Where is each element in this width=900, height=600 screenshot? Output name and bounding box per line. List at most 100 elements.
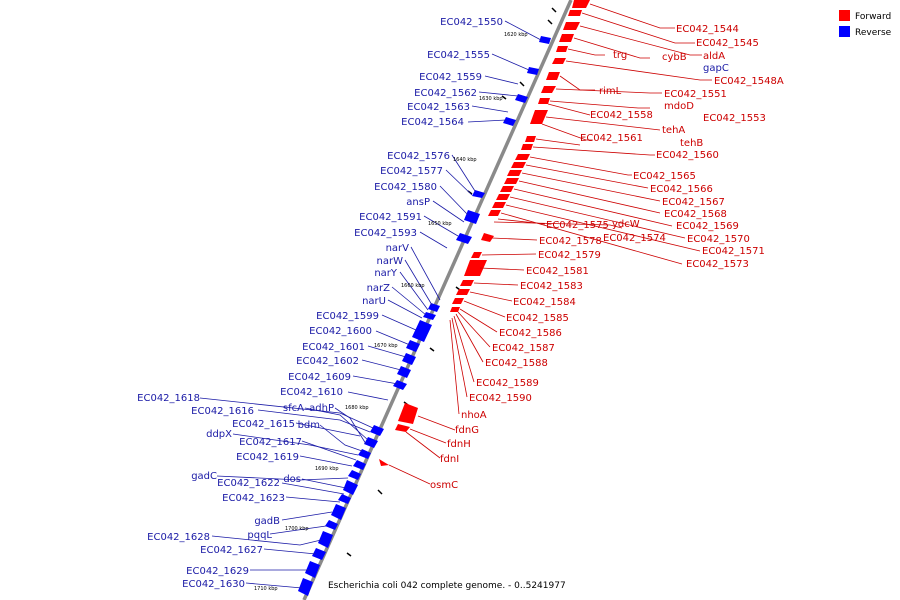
feature-EC042_1568[interactable] xyxy=(504,178,519,184)
gene-label-reverse[interactable]: EC042_1617 xyxy=(239,437,302,448)
feature-fdnG[interactable] xyxy=(395,424,410,432)
feature-EC042_1550[interactable] xyxy=(539,36,551,44)
feature-EC042_1560[interactable] xyxy=(521,144,533,150)
gene-label-reverse[interactable]: EC042_1619 xyxy=(236,452,299,463)
feature-narZ[interactable] xyxy=(423,312,436,320)
gene-label-forward[interactable]: EC042_1590 xyxy=(469,393,532,404)
gene-label-forward[interactable]: EC042_1586 xyxy=(499,328,562,339)
gene-label-reverse[interactable]: EC042_1564 xyxy=(401,117,464,128)
gene-label-forward[interactable]: ydcW xyxy=(612,219,640,230)
feature-EC042_1578[interactable] xyxy=(481,233,494,242)
feature-EC042_1585[interactable] xyxy=(452,298,464,304)
feature-EC042_1615[interactable] xyxy=(370,425,384,436)
gene-label-forward[interactable]: EC042_1561 xyxy=(580,133,643,144)
gene-label-forward[interactable]: EC042_1589 xyxy=(476,378,539,389)
feature-EC042_1579[interactable] xyxy=(471,252,482,258)
gene-label-forward[interactable]: EC042_1566 xyxy=(650,184,713,195)
gene-label-forward[interactable]: EC042_1548A xyxy=(714,76,784,87)
feature-cybB[interactable] xyxy=(559,34,574,42)
feature-EC042_1581[interactable] xyxy=(464,260,487,276)
feature-EC042_1561[interactable] xyxy=(525,136,536,142)
gene-label-reverse[interactable]: EC042_1562 xyxy=(414,88,477,99)
gene-label-forward[interactable]: EC042_1584 xyxy=(513,297,576,308)
gene-label-forward[interactable]: nhoA xyxy=(461,410,487,421)
gene-label-forward[interactable]: EC042_1545 xyxy=(696,38,759,49)
gene-label-forward[interactable]: tehA xyxy=(662,125,685,136)
gene-label-reverse[interactable]: EC042_1628 xyxy=(147,532,210,543)
gene-label-reverse[interactable]: EC042_1593 xyxy=(354,228,417,239)
gene-label-reverse[interactable]: gapC xyxy=(703,63,729,74)
gene-label-reverse[interactable]: EC042_1577 xyxy=(380,166,443,177)
gene-label-reverse[interactable]: EC042_1610 xyxy=(280,387,343,398)
feature-EC042_1545[interactable] xyxy=(568,10,582,16)
gene-label-forward[interactable]: fdnH xyxy=(447,439,471,450)
gene-label-reverse[interactable]: EC042_1601 xyxy=(302,342,365,353)
gene-label-forward[interactable]: EC042_1581 xyxy=(526,266,589,277)
feature-trg[interactable] xyxy=(556,46,568,52)
gene-label-forward[interactable]: fdnG xyxy=(455,425,479,436)
feature-EC042_1551[interactable] xyxy=(546,72,560,80)
gene-label-reverse[interactable]: EC042_1622 xyxy=(217,478,280,489)
feature-pqqL[interactable] xyxy=(325,520,338,530)
feature-osmC[interactable] xyxy=(379,459,389,466)
gene-label-forward[interactable]: EC042_1573 xyxy=(686,259,749,270)
gene-label-reverse[interactable]: EC042_1599 xyxy=(316,311,379,322)
feature-EC042_1602[interactable] xyxy=(397,366,411,378)
feature-EC042_1553[interactable] xyxy=(538,98,550,104)
feature-EC042_1569[interactable] xyxy=(500,186,514,192)
feature-EC042_1627[interactable] xyxy=(312,548,326,560)
feature-EC042_1622[interactable] xyxy=(343,480,358,495)
gene-label-forward[interactable]: tehB xyxy=(680,138,703,149)
gene-label-forward[interactable]: EC042_1587 xyxy=(492,343,555,354)
feature-narW[interactable] xyxy=(428,303,440,312)
gene-label-reverse[interactable]: EC042_1576 xyxy=(387,151,450,162)
gene-label-forward[interactable]: EC042_1585 xyxy=(506,313,569,324)
gene-label-reverse[interactable]: gadC xyxy=(191,471,217,482)
gene-label-reverse[interactable]: EC042_1623 xyxy=(222,493,285,504)
gene-label-forward[interactable]: fdnI xyxy=(440,454,459,465)
feature-gadB[interactable] xyxy=(331,504,346,520)
feature-aldA[interactable] xyxy=(563,22,580,30)
gene-label-forward[interactable]: trg xyxy=(613,50,627,61)
gene-label-reverse[interactable]: EC042_1630 xyxy=(182,579,245,590)
feature-EC042_1586[interactable] xyxy=(450,307,460,312)
gene-label-forward[interactable]: EC042_1574 xyxy=(603,233,666,244)
gene-label-forward[interactable]: EC042_1544 xyxy=(676,24,739,35)
gene-label-reverse[interactable]: EC042_1600 xyxy=(309,326,372,337)
feature-gadC[interactable] xyxy=(353,460,366,470)
feature-EC042_1575[interactable] xyxy=(488,210,501,216)
feature-mdoD[interactable] xyxy=(541,86,556,93)
feature-dos[interactable] xyxy=(348,470,361,480)
gene-label-forward[interactable]: osmC xyxy=(430,480,458,491)
gene-label-reverse[interactable]: narV xyxy=(386,243,410,254)
feature-EC042_1609[interactable] xyxy=(393,380,407,390)
gene-label-forward[interactable]: EC042_1583 xyxy=(520,281,583,292)
feature-EC042_1558[interactable] xyxy=(530,110,548,124)
gene-label-reverse[interactable]: narU xyxy=(362,296,386,307)
feature-EC042_1583[interactable] xyxy=(460,280,474,286)
feature-EC042_1571[interactable] xyxy=(492,202,506,208)
gene-label-forward[interactable]: EC042_1567 xyxy=(662,197,725,208)
gene-label-reverse[interactable]: bdm xyxy=(298,420,320,431)
gene-label-forward[interactable]: EC042_1558 xyxy=(590,110,653,121)
feature-EC042_1566[interactable] xyxy=(511,162,526,168)
gene-label-forward[interactable]: EC042_1579 xyxy=(538,250,601,261)
feature-EC042_1599[interactable] xyxy=(412,320,432,342)
gene-label-forward[interactable]: aldA xyxy=(703,51,725,62)
gene-label-reverse[interactable]: gadB xyxy=(254,516,280,527)
feature-EC042_1601[interactable] xyxy=(402,353,416,365)
gene-label-forward[interactable]: EC042_1571 xyxy=(702,246,765,257)
gene-label-reverse[interactable]: EC042_1618 xyxy=(137,393,200,404)
gene-label-reverse[interactable]: EC042_1591 xyxy=(359,212,422,223)
feature-EC042_1577[interactable] xyxy=(472,190,485,198)
gene-label-forward[interactable]: cybB xyxy=(662,52,687,63)
feature-EC042_1544[interactable] xyxy=(572,0,590,8)
gene-label-reverse[interactable]: EC042_1602 xyxy=(296,356,359,367)
gene-label-reverse[interactable]: EC042_1563 xyxy=(407,102,470,113)
gene-label-reverse[interactable]: EC042_1559 xyxy=(419,72,482,83)
feature-EC042_1562[interactable] xyxy=(515,94,528,103)
feature-EC042_1629[interactable] xyxy=(305,561,320,578)
feature-EC042_1555[interactable] xyxy=(527,67,539,75)
feature-EC042_1570[interactable] xyxy=(496,194,510,200)
gene-label-reverse[interactable]: dos xyxy=(283,474,301,485)
